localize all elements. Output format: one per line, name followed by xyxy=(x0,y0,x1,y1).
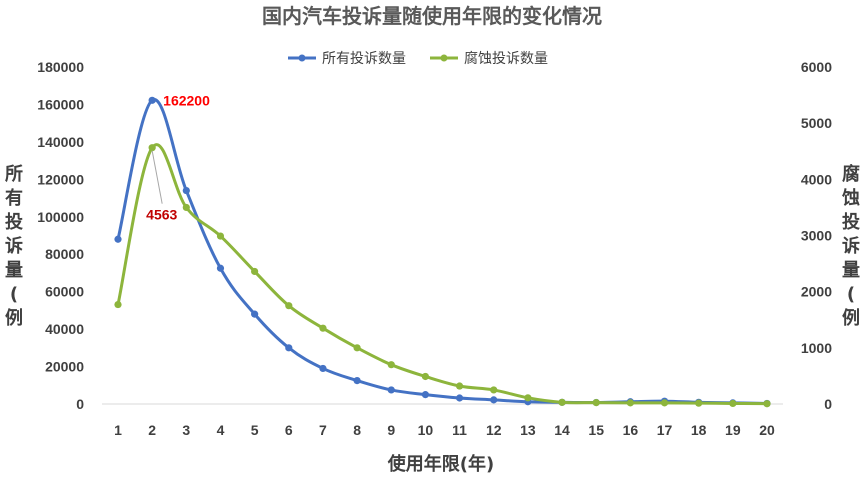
right-tick-label: 0 xyxy=(824,396,832,412)
annotation-layer: 162200 4563 xyxy=(146,92,210,222)
x-tick-label: 14 xyxy=(554,422,570,438)
chart-title: 国内汽车投诉量随使用年限的变化情况 xyxy=(262,4,602,28)
series-layer xyxy=(114,96,771,408)
x-tick-label: 7 xyxy=(319,422,327,438)
series-point-0 xyxy=(319,364,327,373)
series-point-1 xyxy=(148,144,156,152)
x-tick-label: 2 xyxy=(148,422,156,438)
left-tick-label: 140000 xyxy=(37,134,84,150)
series-point-1 xyxy=(763,400,771,408)
data-label-peak-corrosion: 4563 xyxy=(146,207,177,223)
left-tick-label: 100000 xyxy=(37,209,84,225)
series-point-1 xyxy=(216,232,225,240)
series-point-0 xyxy=(114,235,122,243)
series-point-1 xyxy=(490,386,498,394)
right-tick-label: 2000 xyxy=(801,284,832,300)
left-axis-ticks: 0 20000 40000 60000 80000 100000 120000 140000 1… xyxy=(37,59,84,412)
series-point-0 xyxy=(387,386,395,394)
leader-line xyxy=(151,150,163,204)
series-point-1 xyxy=(387,361,395,369)
x-axis-ticks: 1 2 3 4 5 6 7 8 9 10 11 12 13 14 15 16 17 18 19 20 xyxy=(114,422,775,438)
series-point-1 xyxy=(626,399,634,407)
series-point-1 xyxy=(695,399,703,407)
series-point-1 xyxy=(182,203,190,212)
x-axis-title: 使用年限(年) xyxy=(387,453,494,475)
series-point-0 xyxy=(455,394,464,402)
left-tick-label: 0 xyxy=(76,396,84,412)
series-point-1 xyxy=(729,399,737,408)
x-tick-label: 4 xyxy=(217,422,225,438)
series-point-1 xyxy=(660,399,669,407)
series-point-1 xyxy=(114,300,122,309)
data-label-peak-all: 162200 xyxy=(163,92,210,108)
series-point-1 xyxy=(558,398,566,406)
right-tick-label: 3000 xyxy=(801,228,832,244)
legend-marker-all xyxy=(298,54,306,62)
x-tick-label: 18 xyxy=(691,422,707,438)
series-point-1 xyxy=(592,398,600,407)
x-tick-label: 11 xyxy=(452,422,467,438)
x-tick-label: 12 xyxy=(486,422,502,438)
series-point-0 xyxy=(490,396,498,404)
left-tick-label: 40000 xyxy=(45,321,84,337)
right-tick-label: 5000 xyxy=(801,115,832,131)
x-tick-label: 6 xyxy=(285,422,293,438)
series-point-0 xyxy=(182,186,190,195)
series-point-0 xyxy=(285,344,293,352)
series-point-0 xyxy=(421,391,430,399)
x-tick-label: 3 xyxy=(182,422,190,438)
series-point-0 xyxy=(216,264,225,272)
series-point-0 xyxy=(148,96,156,104)
x-tick-label: 1 xyxy=(114,422,122,438)
series-point-1 xyxy=(524,394,532,402)
series-point-0 xyxy=(251,310,259,318)
legend: 所有投诉数量 腐蚀投诉数量 xyxy=(288,50,548,67)
right-axis-ticks: 0 1000 2000 3000 4000 5000 6000 xyxy=(801,59,832,412)
series-point-1 xyxy=(421,372,430,381)
x-tick-label: 15 xyxy=(588,422,604,438)
right-tick-label: 1000 xyxy=(801,340,832,356)
series-point-1 xyxy=(353,344,361,352)
x-tick-label: 16 xyxy=(623,422,639,438)
series-point-1 xyxy=(251,267,259,276)
right-axis-title: 腐蚀投诉量(例 xyxy=(841,163,860,329)
left-tick-label: 120000 xyxy=(37,171,84,187)
x-tick-label: 9 xyxy=(387,422,395,438)
series-point-1 xyxy=(455,382,464,390)
x-tick-label: 19 xyxy=(725,422,741,438)
left-tick-label: 180000 xyxy=(37,59,84,75)
series-line-1 xyxy=(116,143,768,406)
x-tick-label: 8 xyxy=(353,422,361,438)
series-point-0 xyxy=(353,376,361,385)
right-tick-label: 6000 xyxy=(801,59,832,75)
left-axis-title: 所有投诉量(例 xyxy=(5,164,23,329)
legend-label-corrosion: 腐蚀投诉数量 xyxy=(464,50,548,67)
legend-marker-corrosion xyxy=(440,54,448,62)
series-point-1 xyxy=(285,302,293,310)
x-tick-label: 13 xyxy=(520,422,536,438)
right-tick-label: 4000 xyxy=(801,171,832,187)
series-line-0 xyxy=(116,98,768,405)
x-tick-label: 20 xyxy=(759,422,775,438)
x-tick-label: 5 xyxy=(251,422,259,438)
left-tick-label: 160000 xyxy=(37,96,84,112)
series-point-1 xyxy=(319,324,327,332)
x-tick-label: 10 xyxy=(418,422,434,438)
left-tick-label: 60000 xyxy=(45,284,84,300)
legend-label-all: 所有投诉数量 xyxy=(322,51,406,67)
x-tick-label: 17 xyxy=(657,422,673,438)
left-tick-label: 80000 xyxy=(45,246,84,262)
left-tick-label: 20000 xyxy=(45,359,84,375)
